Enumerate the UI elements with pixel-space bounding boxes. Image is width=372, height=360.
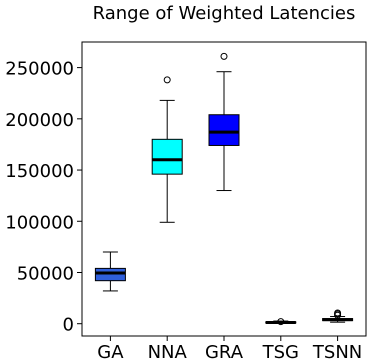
box-ga (94, 267, 126, 282)
outlier-point (334, 309, 342, 317)
y-tick-label: 250000 (5, 59, 74, 80)
outlier-point (277, 318, 285, 326)
chart-title: Range of Weighted Latencies (93, 3, 356, 24)
plot-area: 0 50000 100000 150000 200000 250000 GA NNA GRA TS… (5, 41, 367, 360)
y-tick-label: 200000 (5, 110, 74, 131)
y-tick-label: 100000 (5, 212, 74, 233)
x-tick-label: GRA (205, 342, 244, 360)
y-tick-label: 150000 (5, 161, 74, 182)
box-nna (151, 138, 183, 175)
x-tick-label: TSNN (312, 342, 362, 360)
x-tick-label: GA (97, 342, 124, 360)
x-tick-label: NNA (148, 342, 188, 360)
box-gra (208, 114, 240, 146)
y-tick-label: 0 (63, 315, 74, 336)
outlier-point (163, 76, 171, 84)
outlier-point (220, 52, 228, 60)
y-tick-label: 50000 (17, 263, 74, 284)
x-tick-label: TSG (262, 342, 299, 360)
